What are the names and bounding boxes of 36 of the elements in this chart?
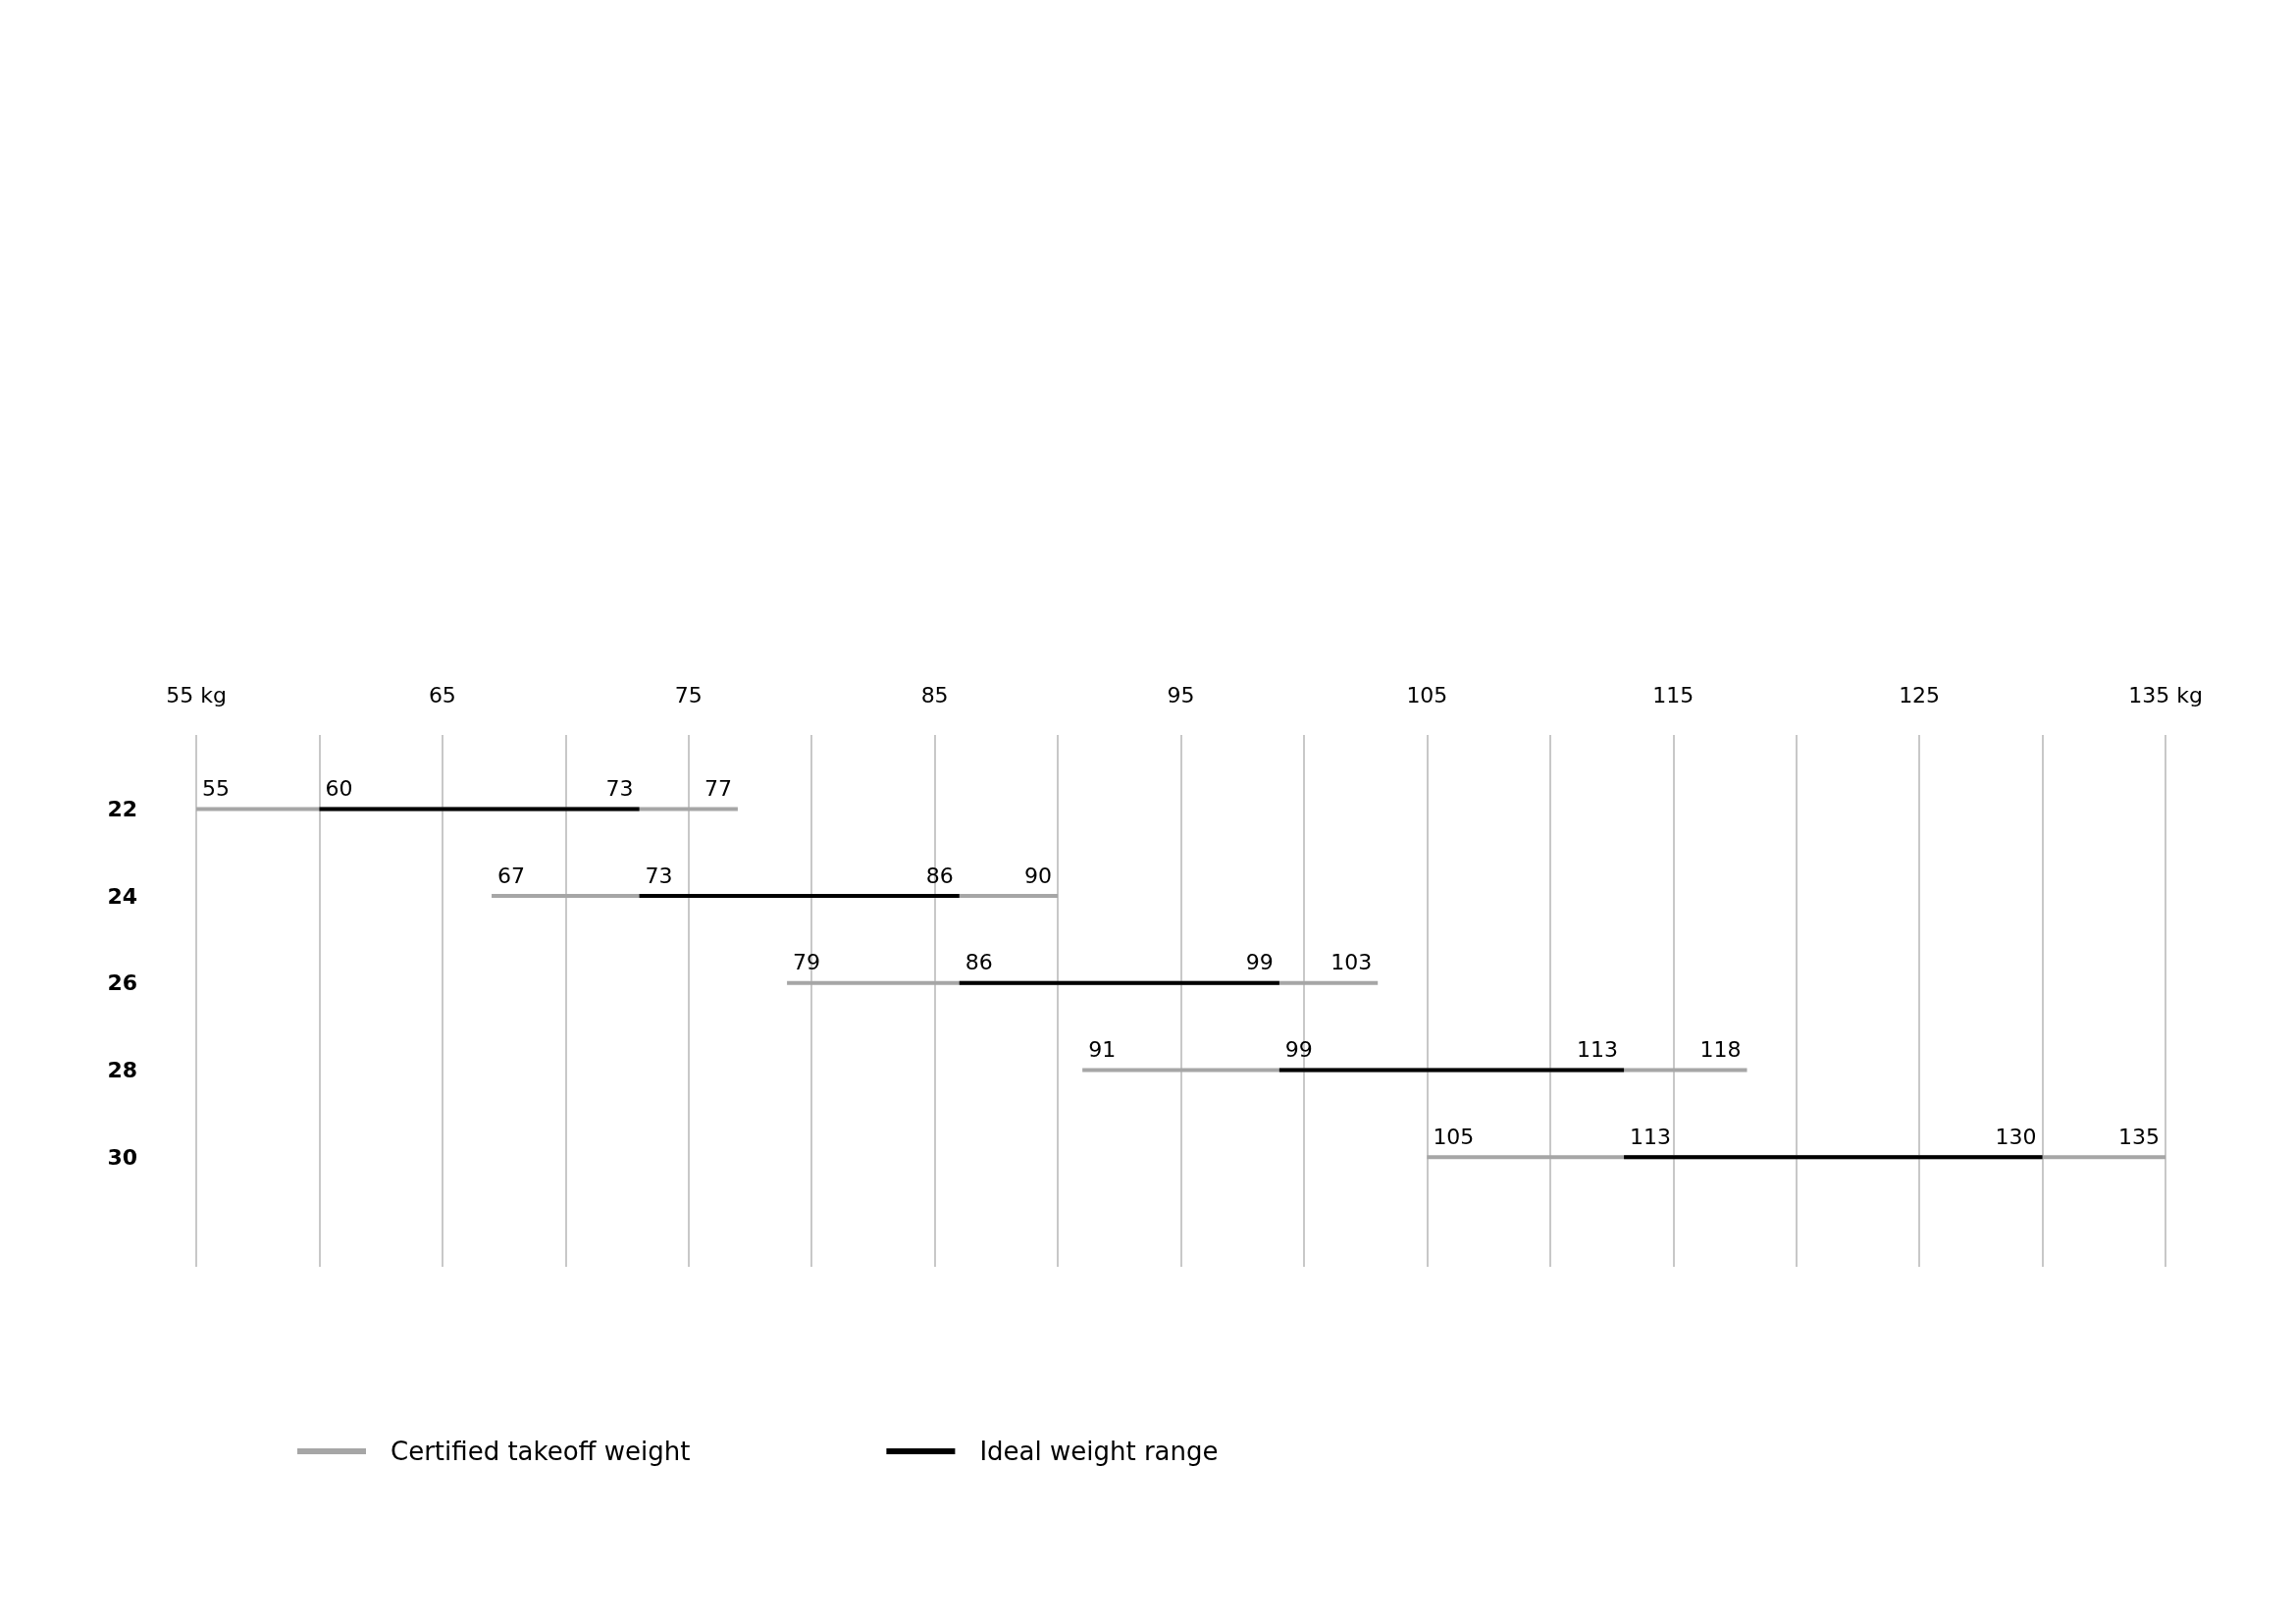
y-tick-label: 22 xyxy=(107,796,137,821)
annotation: 73 xyxy=(645,863,673,888)
annotation: 113 xyxy=(1577,1037,1619,1063)
annotation: 135 xyxy=(2118,1124,2160,1149)
annotation: 73 xyxy=(605,775,634,801)
y-tick-label: 28 xyxy=(107,1058,137,1083)
x-tick-label: 95 xyxy=(1167,682,1195,707)
x-tick-label: 125 xyxy=(1899,682,1941,707)
annotation: 118 xyxy=(1699,1037,1742,1063)
annotation: 113 xyxy=(1630,1124,1672,1149)
annotation: 79 xyxy=(793,950,821,975)
annotation: 103 xyxy=(1330,950,1373,975)
x-tick-label: 65 xyxy=(428,682,456,707)
x-tick-label: 105 xyxy=(1406,682,1448,707)
annotation: 60 xyxy=(325,775,353,801)
annotation: 90 xyxy=(1024,863,1053,888)
legend-label: Certified takeoff weight xyxy=(391,1437,691,1466)
y-tick-label: 24 xyxy=(107,883,137,909)
x-tick-label: 135 kg xyxy=(2128,682,2203,707)
annotation: 99 xyxy=(1284,1037,1313,1063)
annotation: 77 xyxy=(704,775,732,801)
annotation: 86 xyxy=(925,863,954,888)
annotation: 130 xyxy=(1995,1124,2037,1149)
annotation: 105 xyxy=(1433,1124,1475,1149)
annotation: 67 xyxy=(497,863,526,888)
annotation: 99 xyxy=(1245,950,1274,975)
x-tick-label: 55 kg xyxy=(166,682,227,707)
y-tick-label: 26 xyxy=(107,970,137,996)
x-tick-label: 115 xyxy=(1652,682,1695,707)
legend-label: Ideal weight range xyxy=(979,1437,1219,1466)
annotation: 86 xyxy=(965,950,993,975)
annotation: 91 xyxy=(1088,1037,1117,1063)
x-tick-label: 85 xyxy=(920,682,949,707)
y-tick-label: 30 xyxy=(107,1144,137,1170)
x-tick-label: 75 xyxy=(674,682,703,707)
annotation: 55 xyxy=(202,775,230,801)
